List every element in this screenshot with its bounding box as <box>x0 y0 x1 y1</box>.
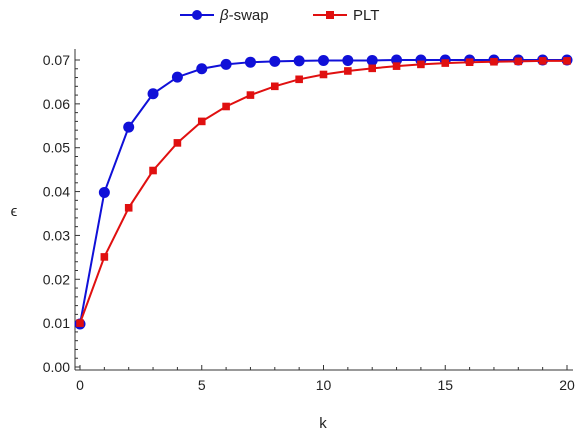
data-point-1 <box>490 57 498 66</box>
data-point-0 <box>123 121 135 133</box>
data-point-1 <box>222 102 230 111</box>
y-tick-label: 0.06 <box>43 96 70 112</box>
legend: β-swap PLT <box>180 7 379 24</box>
data-point-0 <box>147 88 159 100</box>
data-point-1 <box>392 62 401 70</box>
legend-item-plt: PLT <box>313 7 379 24</box>
legend-beta-text: -swap <box>229 7 269 24</box>
data-point-1 <box>173 139 182 147</box>
x-tick-label: 20 <box>559 377 575 393</box>
data-point-1 <box>538 57 547 65</box>
data-point-1 <box>271 82 279 91</box>
y-tick-label: 0.01 <box>43 315 70 331</box>
x-tick-label: 15 <box>437 377 453 393</box>
series-line-0 <box>79 59 567 325</box>
legend-label-plt: PLT <box>353 7 379 24</box>
data-point-0 <box>171 71 183 83</box>
data-point-0 <box>269 55 281 67</box>
legend-marker-beta-swap <box>192 10 202 20</box>
data-point-1 <box>149 166 157 175</box>
data-point-1 <box>319 70 328 79</box>
data-point-1 <box>514 57 523 66</box>
data-point-1 <box>76 319 84 327</box>
data-point-0 <box>220 58 232 70</box>
y-tick-label: 0.03 <box>43 227 70 243</box>
data-point-0 <box>342 54 354 66</box>
data-point-1 <box>465 58 474 66</box>
data-point-1 <box>124 203 133 212</box>
data-point-0 <box>196 63 208 75</box>
y-tick-label: 0.05 <box>43 140 70 156</box>
data-point-0 <box>98 186 110 198</box>
data-point-1 <box>417 60 425 69</box>
data-point-1 <box>368 64 376 73</box>
y-axis-label: ϵ <box>11 203 18 220</box>
y-tick-label: 0.02 <box>43 271 70 287</box>
data-point-1 <box>563 57 571 65</box>
data-point-0 <box>366 54 378 66</box>
y-tick-label: 0.04 <box>43 184 70 200</box>
x-axis-label: k <box>319 415 327 432</box>
x-tick-label: 0 <box>76 377 84 393</box>
series-line-1 <box>79 59 567 324</box>
data-point-1 <box>441 59 450 67</box>
y-tick-label: 0.07 <box>43 52 70 68</box>
data-point-1 <box>197 117 206 126</box>
series-group <box>74 54 573 330</box>
legend-beta-symbol: β <box>219 7 229 24</box>
legend-item-beta-swap: β-swap <box>180 7 269 24</box>
y-tick-label: 0.00 <box>43 359 70 375</box>
x-tick-label: 5 <box>198 377 206 393</box>
data-point-1 <box>246 91 255 99</box>
data-point-1 <box>100 253 109 261</box>
data-point-1 <box>295 75 303 84</box>
x-tick-label: 10 <box>316 377 332 393</box>
legend-label-beta-swap: β-swap <box>219 7 269 24</box>
ticks: 0.00 0.01 0.02 0.03 0.04 0.05 0.06 0.07 0 5 10 15 20 <box>43 52 575 393</box>
data-point-0 <box>244 56 256 68</box>
legend-marker-plt <box>326 11 334 19</box>
data-point-0 <box>318 54 329 66</box>
data-point-0 <box>293 55 305 67</box>
data-point-1 <box>344 67 352 75</box>
